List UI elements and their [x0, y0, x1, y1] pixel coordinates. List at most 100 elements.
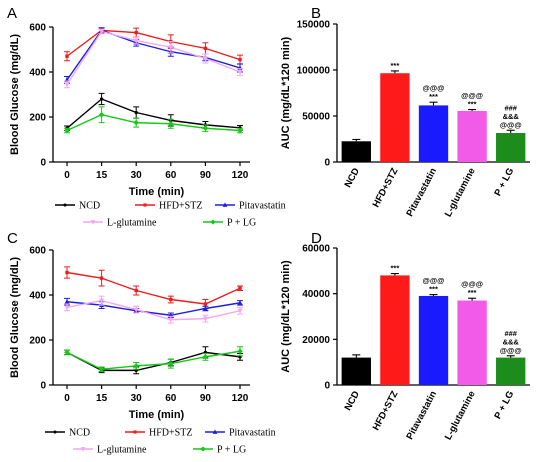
category-label: NCD	[343, 389, 362, 412]
category-label: P + LG	[492, 389, 516, 421]
legend-label: Pitavastatin	[239, 201, 286, 212]
marker-l-glutamine	[202, 56, 208, 62]
x-tick-label: 120	[232, 170, 249, 181]
y-tick-label: 200	[29, 336, 46, 347]
x-tick-label: 30	[131, 170, 143, 181]
series-ncd	[64, 346, 243, 375]
significance-mark: ###	[504, 329, 517, 338]
y-axis-label: AUC (mg/dL*120 min)	[280, 260, 292, 373]
bar	[418, 105, 449, 162]
marker-hfd-stz	[134, 30, 138, 35]
bar	[496, 357, 526, 385]
bar	[418, 295, 449, 385]
series-line	[66, 350, 241, 370]
legend-label: L-glutamine	[107, 218, 157, 229]
series-hfd-stz	[64, 266, 243, 309]
y-tick-label: 600	[29, 246, 46, 257]
significance-mark: ***	[429, 92, 438, 101]
marker-p-lg	[98, 366, 105, 373]
y-tick-label: 20000	[302, 335, 330, 346]
significance-mark: @@@	[423, 276, 445, 285]
legend-label: Pitavastatin	[229, 428, 276, 439]
y-tick-label: 150000	[297, 20, 331, 31]
bar-group-p-lg: @@@&&&### P + LG	[492, 103, 526, 198]
marker-p-lg	[98, 111, 105, 118]
legend-item: L-glutamine	[73, 445, 147, 456]
legend-label: P + LG	[227, 218, 256, 229]
marker-l-glutamine	[133, 307, 139, 313]
legend-item: NCD	[55, 201, 100, 212]
marker-ncd	[63, 203, 67, 207]
marker-p-lg	[202, 354, 209, 360]
marker-l-glutamine	[90, 220, 96, 225]
significance-mark: &&&	[503, 112, 520, 121]
category-label: Pitavastatin	[404, 166, 439, 218]
significance-mark: ***	[429, 285, 438, 294]
legend-item: HFD+STZ	[125, 428, 192, 439]
y-tick-label: 50000	[302, 112, 330, 123]
y-tick-label: 0	[40, 381, 46, 392]
marker-p-lg	[64, 349, 70, 356]
legend-label: P + LG	[217, 445, 246, 456]
bar-group-pitavastatin: ***@@@ Pitavastatin	[404, 84, 449, 218]
marker-l-glutamine	[202, 316, 208, 322]
significance-mark: ***	[391, 264, 400, 273]
bar-group-hfd-stz: *** HFD+STZ	[371, 264, 410, 432]
line-chart-panel-a: A 0 200 400 600 0 15 30 60 90 120 Time (min) Blood G…	[7, 5, 286, 229]
x-axis-label: Time (min)	[129, 186, 185, 198]
significance-mark: ***	[468, 288, 477, 297]
marker-pitavastatin	[237, 300, 243, 305]
y-tick-label: 0	[324, 381, 330, 392]
marker-pitavastatin	[212, 429, 218, 434]
legend-item: P + LG	[193, 445, 246, 456]
marker-pitavastatin	[202, 305, 208, 311]
bar	[341, 141, 371, 162]
category-label: P + LG	[492, 166, 516, 198]
category-label: HFD+STZ	[371, 166, 401, 209]
series-l-glutamine	[64, 28, 243, 89]
marker-l-glutamine	[80, 447, 86, 452]
bar	[457, 300, 487, 385]
marker-p-lg	[168, 120, 174, 127]
bar-group-l-glutamine: ***@@@ L-glutamine	[443, 91, 487, 219]
marker-ncd	[134, 110, 138, 115]
series-line	[66, 299, 241, 321]
bar-group-l-glutamine: ***@@@ L-glutamine	[443, 280, 487, 442]
marker-p-lg	[202, 125, 209, 132]
marker-pitavastatin	[222, 202, 228, 207]
marker-hfd-stz	[203, 46, 208, 51]
significance-mark: ***	[391, 61, 400, 70]
marker-p-lg	[200, 446, 206, 452]
panel-letter: D	[311, 230, 322, 247]
bar-group-hfd-stz: *** HFD+STZ	[371, 61, 410, 209]
y-tick-label: 100000	[297, 66, 331, 77]
bar	[457, 110, 487, 162]
significance-mark: ***	[468, 100, 477, 109]
x-tick-label: 0	[64, 170, 70, 181]
y-tick-label: 400	[29, 68, 46, 79]
marker-hfd-stz	[134, 288, 138, 293]
category-label: L-glutamine	[443, 389, 478, 442]
x-tick-label: 120	[232, 393, 249, 404]
series-p-lg	[64, 106, 243, 134]
x-tick-label: 90	[200, 393, 212, 404]
y-tick-label: 600	[29, 23, 46, 34]
marker-hfd-stz	[65, 54, 69, 58]
bar-group-p-lg: @@@&&&### P + LG	[492, 329, 526, 421]
category-label: L-glutamine	[443, 166, 478, 219]
series-line	[66, 301, 241, 316]
bar-chart-panel-b: B 0 50000 100000 150000 AUC (mg/dL*120 min) NC…	[280, 5, 530, 219]
panel-letter: A	[7, 5, 17, 22]
marker-l-glutamine	[168, 45, 174, 51]
significance-mark: @@@	[500, 346, 522, 355]
marker-l-glutamine	[237, 70, 243, 75]
panel-letter: C	[7, 230, 18, 247]
series-pitavastatin	[64, 27, 243, 84]
x-tick-label: 15	[96, 170, 108, 181]
bar	[341, 357, 371, 385]
series-line	[66, 29, 241, 81]
y-axis-label: Blood Glucose (mg/dL)	[9, 257, 21, 378]
marker-hfd-stz	[238, 286, 242, 290]
marker-p-lg	[133, 363, 139, 369]
